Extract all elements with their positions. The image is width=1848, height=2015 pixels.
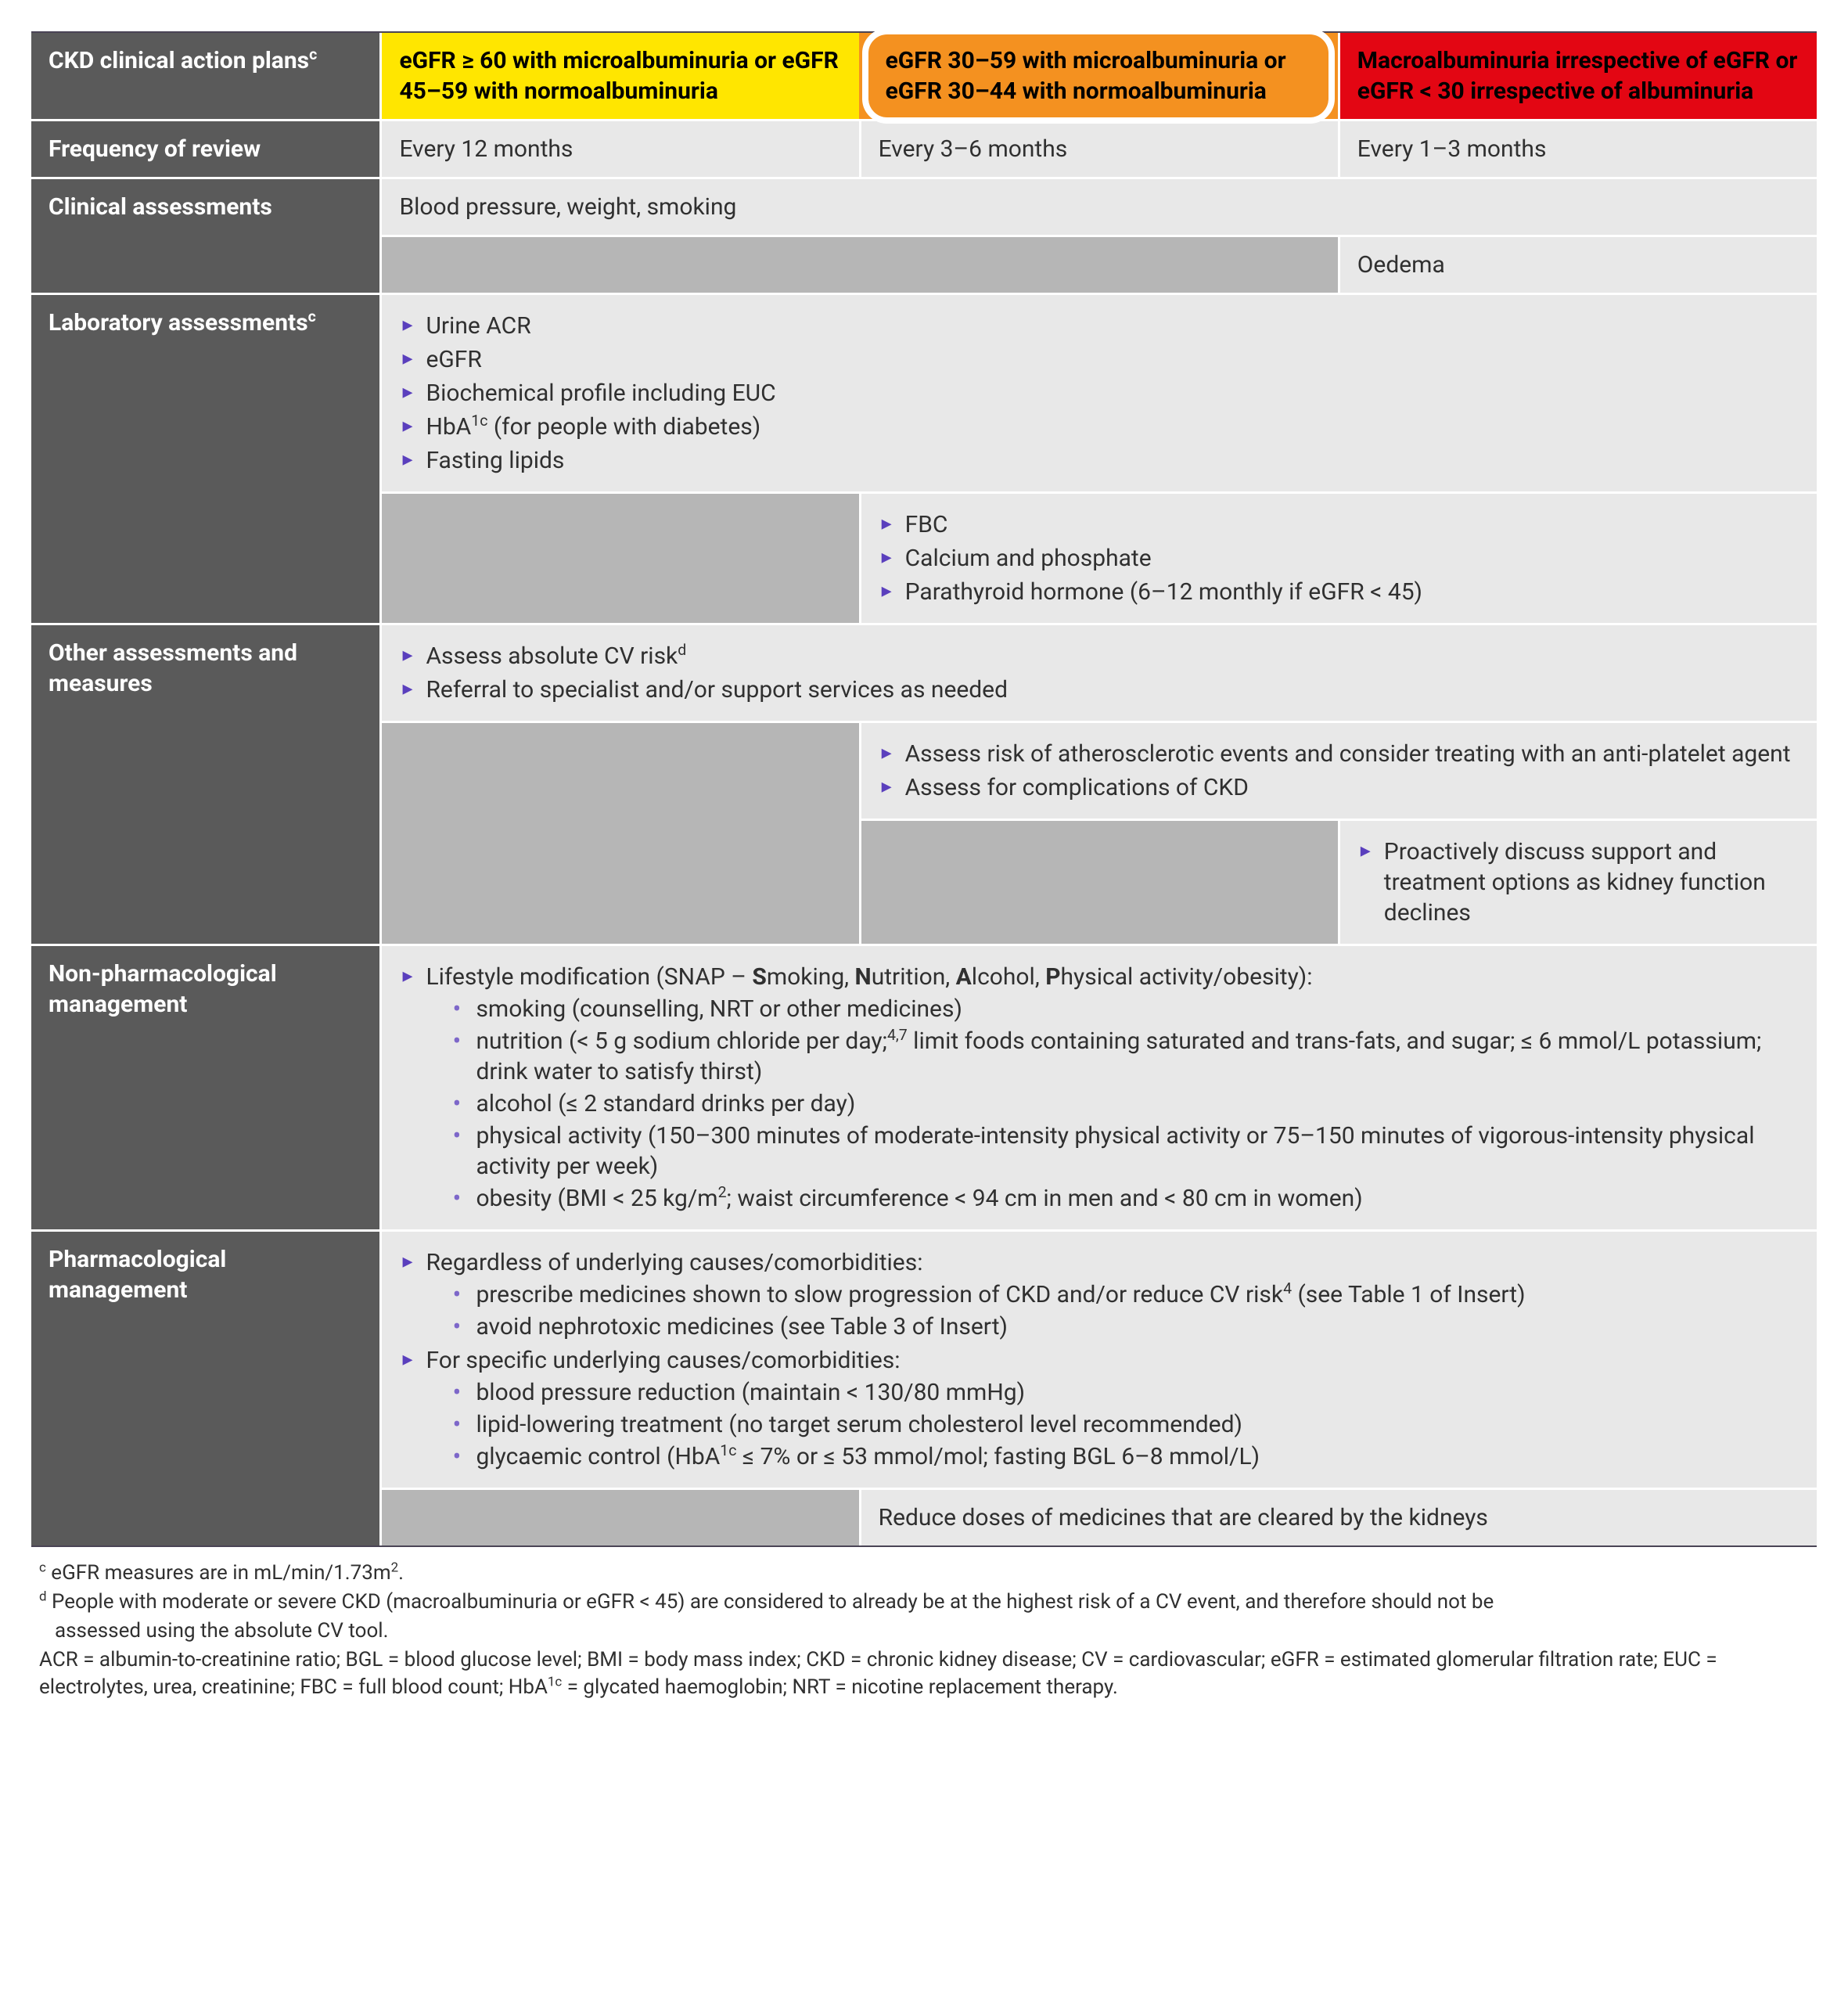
other-all-list: Assess absolute CV riskd Referral to spec…: [399, 641, 1799, 705]
list-item: nutrition (< 5 g sodium chloride per day…: [452, 1026, 1799, 1087]
pharm-body: Regardless of underlying causes/comorbid…: [379, 1229, 1817, 1488]
freq-orange: Every 3–6 months: [859, 119, 1338, 177]
footnote-d2: assessed using the absolute CV tool.: [39, 1617, 1809, 1645]
nonpharm-items: smoking (counselling, NRT or other medic…: [426, 994, 1799, 1214]
pharm-g1-items: prescribe medicines shown to slow progre…: [426, 1279, 1799, 1342]
row-nonpharm: Non-pharmacological management Lifestyle…: [31, 944, 1817, 1229]
clinical-all: Blood pressure, weight, smoking: [379, 177, 1817, 235]
footnote-c: c eGFR measures are in mL/min/1.73m2.: [39, 1560, 1809, 1587]
clinical-oedema: Oedema: [1338, 235, 1817, 293]
lab-all-list: Urine ACReGFRBiochemical profile includi…: [399, 311, 1799, 476]
label-pharm: Pharmacological management: [31, 1229, 379, 1545]
lab-empty: [379, 491, 858, 623]
lab-c34: FBCCalcium and phosphateParathyroid horm…: [859, 491, 1817, 623]
list-item: Assess risk of atherosclerotic events an…: [879, 739, 1799, 769]
pharm-g2: For specific underlying causes/comorbidi…: [399, 1345, 1799, 1472]
row-pharm-1: Pharmacological management Regardless of…: [31, 1229, 1817, 1488]
footnote-abbr: ACR = albumin-to-creatinine ratio; BGL =…: [39, 1646, 1809, 1701]
pharm-g2-items: blood pressure reduction (maintain < 130…: [426, 1377, 1799, 1472]
label-lab: Laboratory assessmentsc: [31, 293, 379, 623]
other-all: Assess absolute CV riskd Referral to spec…: [379, 623, 1817, 721]
footnote-d1: d People with moderate or severe CKD (ma…: [39, 1589, 1809, 1616]
pharm-empty: [379, 1488, 858, 1545]
list-item: Assess absolute CV riskd: [399, 641, 1799, 671]
label-nonpharm: Non-pharmacological management: [31, 944, 379, 1229]
nonpharm-body: Lifestyle modification (SNAP – Smoking, …: [379, 944, 1817, 1229]
header-row: CKD clinical action plansc eGFR ≥ 60 wit…: [31, 33, 1817, 119]
list-item: Referral to specialist and/or support se…: [399, 675, 1799, 705]
ckd-action-plan-table: CKD clinical action plansc eGFR ≥ 60 wit…: [31, 31, 1817, 1547]
row-lab-1: Laboratory assessmentsc Urine ACReGFRBio…: [31, 293, 1817, 491]
other-empty1: [379, 721, 858, 944]
list-item: prescribe medicines shown to slow progre…: [452, 1279, 1799, 1310]
pharm-c34: Reduce doses of medicines that are clear…: [859, 1488, 1817, 1545]
label-frequency: Frequency of review: [31, 119, 379, 177]
header-yellow: eGFR ≥ 60 with microalbuminuria or eGFR …: [379, 33, 858, 119]
header-orange: eGFR 30–59 with microalbuminuria or eGFR…: [859, 33, 1338, 119]
list-item: obesity (BMI < 25 kg/m2; waist circumfer…: [452, 1183, 1799, 1214]
footnotes: c eGFR measures are in mL/min/1.73m2. d …: [31, 1547, 1817, 1701]
header-orange-text: eGFR 30–59 with microalbuminuria or eGFR…: [886, 45, 1311, 106]
clinical-empty: [379, 235, 1337, 293]
other-c4-list: Proactively discuss support and treatmen…: [1357, 837, 1799, 928]
row-frequency: Frequency of review Every 12 months Ever…: [31, 119, 1817, 177]
list-item: Calcium and phosphate: [879, 543, 1799, 574]
list-item: avoid nephrotoxic medicines (see Table 3…: [452, 1312, 1799, 1342]
list-item: Biochemical profile including EUC: [399, 378, 1799, 408]
label-other: Other assessments and measures: [31, 623, 379, 944]
list-item: eGFR: [399, 344, 1799, 375]
header-corner: CKD clinical action plansc: [31, 33, 379, 119]
list-item: physical activity (150–300 minutes of mo…: [452, 1121, 1799, 1182]
other-c4: Proactively discuss support and treatmen…: [1338, 819, 1817, 944]
list-item: glycaemic control (HbA1c ≤ 7% or ≤ 53 mm…: [452, 1441, 1799, 1472]
list-item: Parathyroid hormone (6–12 monthly if eGF…: [879, 577, 1799, 607]
other-c34-list: Assess risk of atherosclerotic events an…: [879, 739, 1799, 803]
label-clinical: Clinical assessments: [31, 177, 379, 293]
freq-yellow: Every 12 months: [379, 119, 858, 177]
pharm-g1: Regardless of underlying causes/comorbid…: [399, 1247, 1799, 1342]
list-item: alcohol (≤ 2 standard drinks per day): [452, 1088, 1799, 1119]
lab-all: Urine ACReGFRBiochemical profile includi…: [379, 293, 1817, 491]
list-item: Fasting lipids: [399, 445, 1799, 476]
nonpharm-lead: Lifestyle modification (SNAP – Smoking, …: [399, 962, 1799, 1214]
freq-red: Every 1–3 months: [1338, 119, 1817, 177]
list-item: smoking (counselling, NRT or other medic…: [452, 994, 1799, 1024]
row-clinical-1: Clinical assessments Blood pressure, wei…: [31, 177, 1817, 235]
list-item: lipid-lowering treatment (no target seru…: [452, 1409, 1799, 1440]
list-item: Assess for complications of CKD: [879, 772, 1799, 803]
other-c34: Assess risk of atherosclerotic events an…: [859, 721, 1817, 819]
list-item: blood pressure reduction (maintain < 130…: [452, 1377, 1799, 1408]
header-red: Macroalbuminuria irrespective of eGFR or…: [1338, 33, 1817, 119]
lab-c34-list: FBCCalcium and phosphateParathyroid horm…: [879, 509, 1799, 607]
other-empty2: [859, 819, 1338, 944]
list-item: Urine ACR: [399, 311, 1799, 341]
list-item: Proactively discuss support and treatmen…: [1357, 837, 1799, 928]
row-other-1: Other assessments and measures Assess ab…: [31, 623, 1817, 721]
list-item: HbA1c (for people with diabetes): [399, 412, 1799, 442]
list-item: FBC: [879, 509, 1799, 540]
